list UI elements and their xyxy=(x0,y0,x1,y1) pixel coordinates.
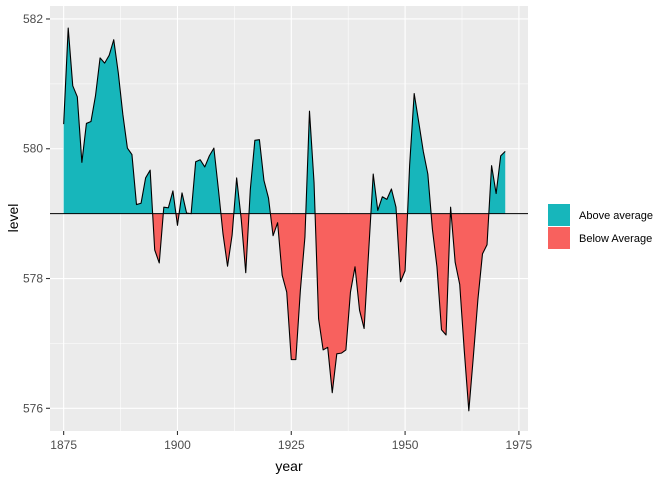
area-above-average xyxy=(233,177,241,214)
y-tick-label: 580 xyxy=(23,142,43,156)
x-tick-label: 1925 xyxy=(278,438,305,452)
axis-tick-labels: 1875 1900 1925 1950 1975 576 578 580 582 xyxy=(23,12,533,452)
legend-label: Below Average xyxy=(579,233,652,245)
legend-label: Above average xyxy=(579,210,653,222)
y-tick-label: 582 xyxy=(23,12,43,26)
area-below-average xyxy=(431,213,451,335)
area-above-average xyxy=(248,139,271,214)
area-below-average xyxy=(451,213,489,411)
x-tick-label: 1900 xyxy=(164,438,191,452)
area-above-average xyxy=(407,93,432,214)
area-above-average xyxy=(179,148,221,214)
axis-ticks xyxy=(46,18,520,435)
legend-key-swatch xyxy=(548,227,570,249)
y-tick-label: 578 xyxy=(23,272,43,286)
y-axis-title: level xyxy=(5,204,21,233)
area-above-average xyxy=(63,28,153,214)
area-below-average xyxy=(396,213,408,282)
x-tick-label: 1975 xyxy=(506,438,533,452)
legend-key-swatch xyxy=(548,204,570,226)
area-below-average xyxy=(240,213,249,273)
area-below-average xyxy=(270,213,306,360)
area-below-average xyxy=(220,213,234,267)
area-above-average xyxy=(488,151,506,214)
x-axis-title: year xyxy=(275,458,303,474)
x-tick-label: 1875 xyxy=(50,438,77,452)
x-tick-label: 1950 xyxy=(392,438,419,452)
series-line xyxy=(63,27,506,412)
legend: Above average Below Average xyxy=(548,204,653,249)
area-above-average xyxy=(370,174,397,214)
area-above-average xyxy=(305,111,316,214)
area-below-average xyxy=(315,213,371,393)
y-tick-label: 576 xyxy=(23,401,43,415)
series-line-group xyxy=(63,27,506,412)
